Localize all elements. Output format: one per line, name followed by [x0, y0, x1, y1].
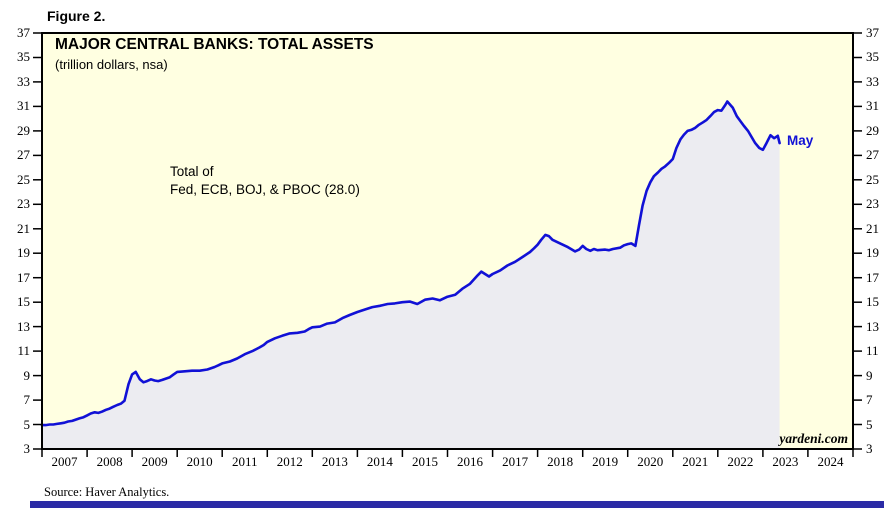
- series-annotation: Total of Fed, ECB, BOJ, & PBOC (28.0): [170, 163, 360, 198]
- chart-title: MAJOR CENTRAL BANKS: TOTAL ASSETS: [55, 36, 374, 53]
- last-point-label: May: [787, 133, 814, 148]
- chart-subtitle: (trillion dollars, nsa): [55, 57, 168, 72]
- figure-label: Figure 2.: [47, 8, 106, 24]
- bottom-blue-bar: [30, 501, 884, 508]
- area-fill: [42, 101, 780, 449]
- series-annotation-line1: Total of: [170, 164, 214, 179]
- series-annotation-line2: Fed, ECB, BOJ, & PBOC (28.0): [170, 181, 360, 197]
- watermark: yardeni.com: [779, 431, 848, 446]
- source-note: Source: Haver Analytics.: [44, 485, 170, 499]
- total-assets-line: [40, 100, 781, 427]
